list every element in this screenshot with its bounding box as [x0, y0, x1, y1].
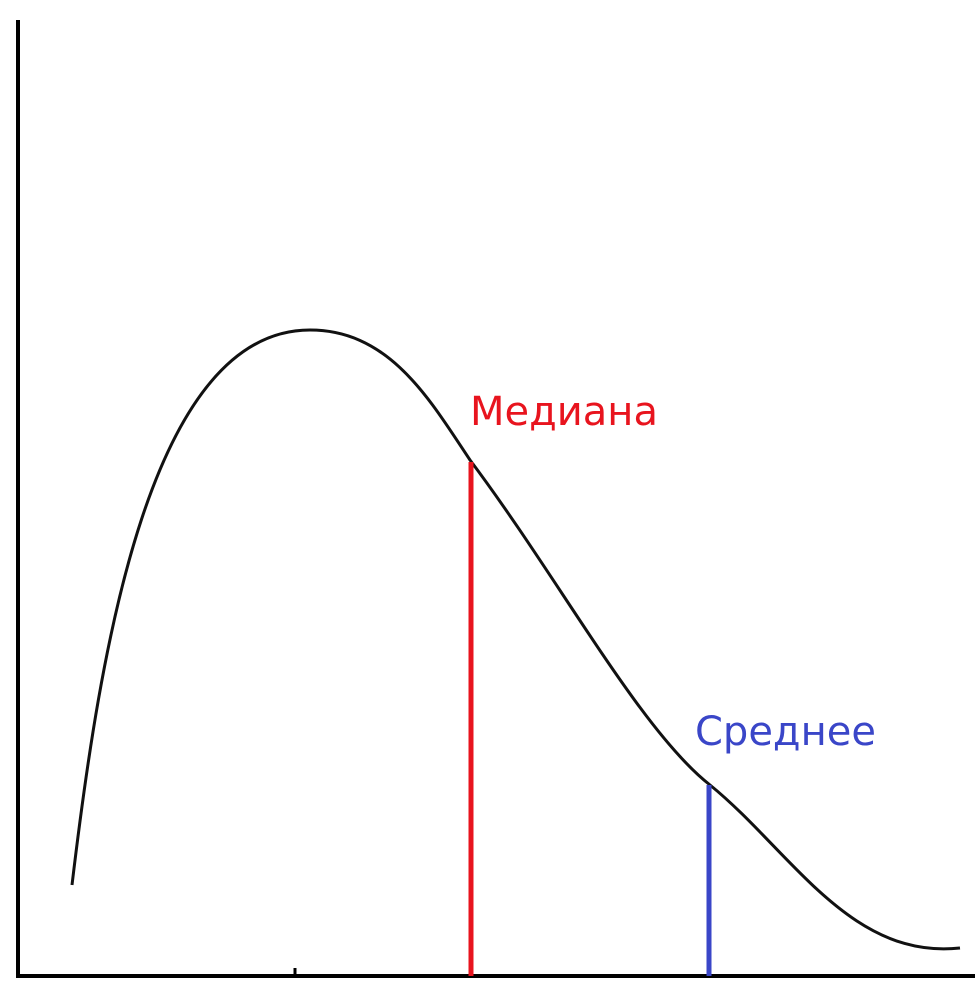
median-label: Медиана: [470, 389, 658, 435]
mean-label: Среднее: [695, 709, 876, 755]
distribution-curve: [70, 328, 961, 951]
